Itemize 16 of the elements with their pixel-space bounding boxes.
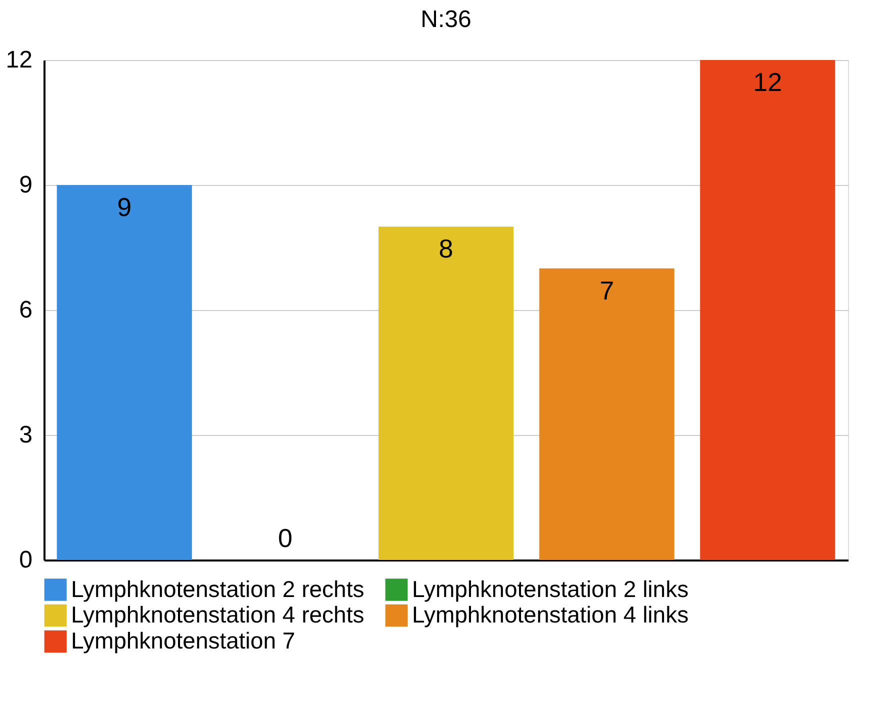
y-tick-label: 9: [19, 172, 32, 198]
data-label: 9: [117, 192, 132, 222]
y-tick-label: 12: [6, 46, 32, 74]
legend-label: Lymphknotenstation 4 rechts: [71, 602, 364, 628]
data-label: 0: [278, 523, 292, 553]
data-label: 12: [753, 67, 782, 97]
y-tick-label: 0: [19, 546, 32, 574]
y-tick-label: 6: [19, 296, 32, 324]
legend-label: Lymphknotenstation 4 links: [412, 602, 689, 628]
legend-label: Lymphknotenstation 7: [71, 628, 296, 654]
chart-title: N:36: [420, 6, 472, 33]
data-label: 7: [600, 275, 614, 306]
legend-label: Lymphknotenstation 2 rechts: [71, 576, 364, 602]
y-tick-label: 3: [19, 422, 32, 448]
legend-label: Lymphknotenstation 2 links: [412, 576, 689, 602]
data-label: 8: [438, 234, 454, 264]
